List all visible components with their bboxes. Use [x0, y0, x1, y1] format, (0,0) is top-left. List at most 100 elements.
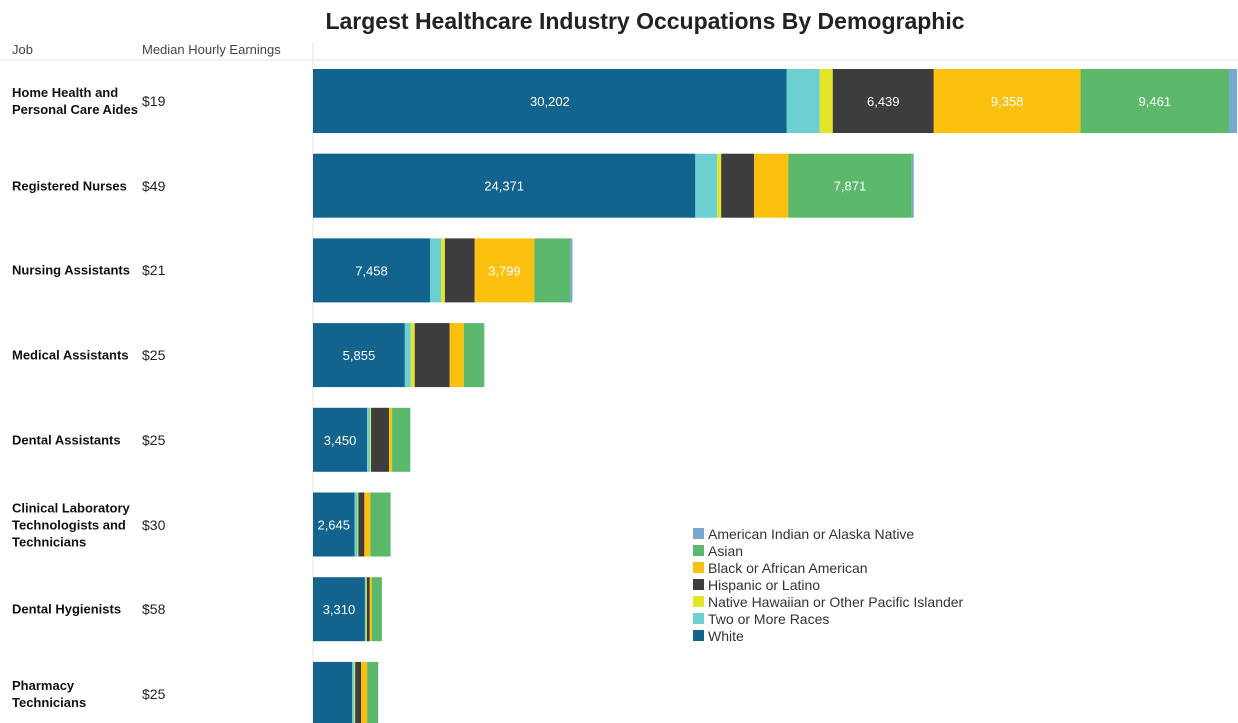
chart-title: Largest Healthcare Industry Occupations …	[325, 8, 965, 34]
job-label: Registered Nurses	[12, 178, 127, 194]
bar-segment	[933, 69, 1081, 133]
legend-item: Black or African American	[693, 559, 963, 576]
bar-segment	[404, 323, 411, 388]
bar-segment	[819, 69, 833, 133]
data-label: 6,439	[867, 94, 900, 109]
bar-segment	[369, 577, 372, 642]
earnings-label: $19	[142, 93, 166, 109]
bar-segment	[364, 492, 371, 557]
bar-segment	[534, 238, 571, 303]
bar-segment	[354, 492, 358, 557]
legend-label: Black or African American	[708, 559, 868, 576]
job-label: Pharmacy Technicians	[12, 677, 87, 710]
data-label: 3,310	[323, 602, 356, 617]
bar-segment	[444, 238, 475, 303]
bar-segment	[313, 69, 787, 133]
legend-item: American Indian or Alaska Native	[693, 525, 963, 542]
bar-segment	[366, 577, 370, 642]
earnings-label: $25	[142, 685, 166, 702]
bar-segment	[721, 153, 755, 218]
column-header: Median Hourly Earnings	[142, 42, 281, 57]
legend-item: Hispanic or Latino	[693, 576, 963, 593]
bar-segment	[832, 69, 934, 133]
column-header: Job	[12, 42, 33, 57]
legend-label: Asian	[708, 542, 744, 559]
data-label: 2,645	[317, 518, 350, 533]
bar-segment	[370, 492, 391, 557]
bar-segment	[355, 661, 362, 723]
bar-segment	[367, 661, 379, 723]
data-label: 9,461	[1139, 94, 1172, 109]
bar-segment	[786, 69, 820, 133]
data-label: 30,202	[530, 94, 570, 109]
bar-segment	[695, 153, 718, 218]
bar-segment	[389, 407, 393, 472]
bar-segment	[911, 153, 914, 218]
job-label: Medical Assistants	[12, 347, 129, 363]
legend-item: Native Hawaiian or Other Pacific Islande…	[693, 593, 963, 610]
bar-segment	[788, 153, 912, 218]
bar-segment	[1080, 69, 1229, 133]
data-label: 5,855	[343, 348, 376, 363]
data-label: 3,450	[324, 433, 357, 448]
job-label: Clinical Laboratory Technologists and Te…	[12, 500, 130, 549]
bar-segment	[449, 323, 464, 388]
legend-item: Two or More Races	[693, 610, 963, 627]
bar-segment	[313, 323, 405, 388]
legend-label: Hispanic or Latino	[708, 576, 821, 593]
legend-swatch	[693, 613, 704, 624]
job-label: Dental Hygienists	[12, 601, 122, 617]
data-label: 24,371	[484, 179, 524, 194]
bar-segment	[313, 407, 368, 472]
earnings-label: $25	[142, 347, 166, 364]
legend-swatch	[693, 528, 704, 539]
bar-segment	[352, 661, 355, 723]
data-label: 7,871	[834, 179, 867, 194]
bar-segment	[717, 153, 722, 218]
legend-swatch	[693, 562, 704, 573]
bar-segment	[313, 661, 353, 723]
earnings-label: $58	[142, 601, 166, 618]
bar-segment	[410, 323, 415, 388]
legend-swatch	[693, 545, 704, 556]
bar-segment	[414, 323, 450, 388]
legend-swatch	[693, 579, 704, 590]
legend: American Indian or Alaska Native Asian Bla…	[693, 525, 963, 644]
legend-swatch	[693, 630, 704, 641]
bar-segment	[364, 577, 366, 642]
job-label: Nursing Assistants	[12, 262, 130, 278]
data-label: 9,358	[991, 94, 1024, 109]
legend-item: White	[693, 627, 963, 644]
earnings-label: $21	[142, 262, 166, 279]
bar-segment	[313, 492, 355, 557]
legend-label: Two or More Races	[708, 610, 830, 627]
legend-swatch	[693, 596, 704, 607]
bar-segment	[313, 238, 430, 303]
bar-segment	[371, 407, 390, 472]
legend-label: Native Hawaiian or Other Pacific Islande…	[708, 593, 964, 610]
bar-segment	[313, 153, 696, 218]
bar-segment	[371, 577, 382, 642]
bar-segment	[361, 661, 368, 723]
bar-segment	[357, 492, 359, 557]
bar-segment	[429, 238, 441, 303]
bar-segment	[1228, 69, 1237, 133]
bar-segment	[313, 577, 365, 642]
bar-segment	[367, 407, 371, 472]
legend-label: American Indian or Alaska Native	[708, 525, 915, 542]
bar-segment	[370, 407, 372, 472]
bar-segment	[392, 407, 411, 472]
bar-segment	[440, 238, 445, 303]
data-label: 7,458	[355, 263, 388, 278]
job-label: Home Health and Personal Care Aides	[12, 85, 138, 117]
bar-segment	[354, 661, 356, 723]
data-label: 3,799	[488, 263, 521, 278]
job-label: Dental Assistants	[12, 432, 121, 448]
legend-item: Asian	[693, 542, 963, 559]
bar-segment	[570, 238, 573, 303]
earnings-label: $30	[142, 516, 166, 533]
bar-segment	[358, 492, 365, 557]
bar-segment	[365, 577, 367, 642]
